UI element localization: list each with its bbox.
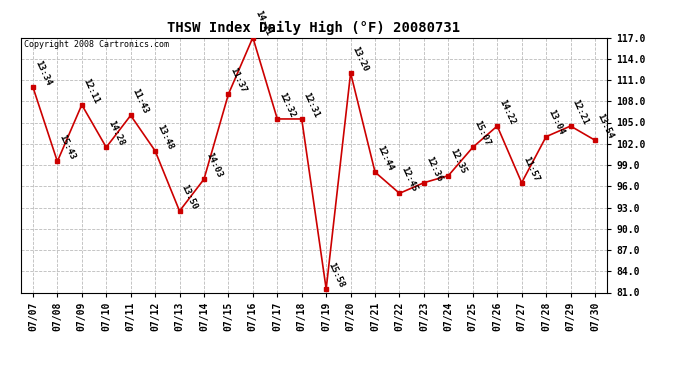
Text: 12:31: 12:31	[302, 91, 322, 119]
Text: 12:35: 12:35	[448, 147, 468, 176]
Text: 12:45: 12:45	[400, 165, 419, 194]
Text: 12:21: 12:21	[571, 98, 590, 126]
Text: 14:28: 14:28	[106, 119, 126, 147]
Text: 15:07: 15:07	[473, 119, 492, 147]
Text: 11:57: 11:57	[522, 154, 541, 183]
Text: 12:36: 12:36	[424, 154, 444, 183]
Text: 13:20: 13:20	[351, 45, 370, 73]
Text: 13:54: 13:54	[595, 112, 615, 140]
Title: THSW Index Daily High (°F) 20080731: THSW Index Daily High (°F) 20080731	[168, 21, 460, 35]
Text: Copyright 2008 Cartronics.com: Copyright 2008 Cartronics.com	[23, 40, 168, 49]
Text: 14:03: 14:03	[204, 151, 224, 179]
Text: 13:04: 13:04	[546, 108, 566, 136]
Text: 13:48: 13:48	[155, 123, 175, 151]
Text: 15:58: 15:58	[326, 261, 346, 289]
Text: 12:44: 12:44	[375, 144, 395, 172]
Text: 13:50: 13:50	[179, 183, 199, 211]
Text: 11:37: 11:37	[228, 66, 248, 94]
Text: 14:11: 14:11	[253, 9, 273, 38]
Text: 12:11: 12:11	[82, 76, 101, 105]
Text: 11:43: 11:43	[130, 87, 150, 116]
Text: 12:32: 12:32	[277, 91, 297, 119]
Text: 15:43: 15:43	[57, 133, 77, 162]
Text: 13:34: 13:34	[33, 59, 52, 87]
Text: 14:22: 14:22	[497, 98, 517, 126]
